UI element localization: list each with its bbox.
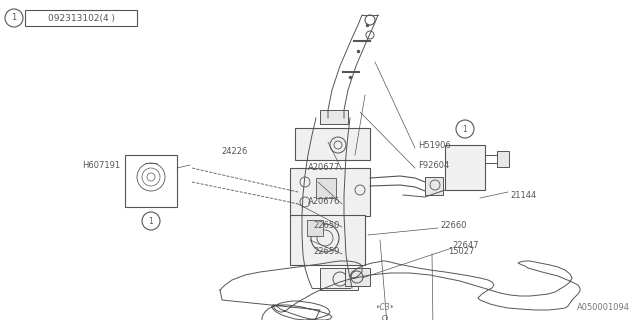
Text: H607191: H607191: [82, 161, 120, 170]
Text: A050001094: A050001094: [577, 303, 630, 312]
Bar: [445, 145, 485, 190]
Text: 092313102(4 ): 092313102(4 ): [47, 13, 115, 22]
Bar: [316, 178, 336, 198]
Bar: [25, 10, 137, 26]
Text: 15027: 15027: [448, 247, 474, 257]
Text: 22659: 22659: [314, 247, 340, 257]
Text: 22660: 22660: [440, 220, 467, 229]
Text: F92604: F92604: [418, 161, 449, 170]
Text: 1: 1: [463, 124, 467, 133]
Bar: [295, 128, 370, 160]
Bar: [125, 155, 177, 207]
Bar: [320, 268, 358, 290]
Bar: [307, 220, 323, 236]
Text: H51906: H51906: [418, 140, 451, 149]
Bar: [345, 268, 370, 286]
Bar: [425, 177, 443, 195]
Text: 22650: 22650: [314, 220, 340, 229]
Text: ‣C3‣: ‣C3‣: [376, 303, 395, 313]
Text: A20677: A20677: [308, 164, 340, 172]
Bar: [497, 151, 509, 167]
Text: 1: 1: [148, 217, 154, 226]
Text: A20676: A20676: [308, 197, 340, 206]
Bar: [290, 168, 370, 216]
Bar: [320, 110, 348, 124]
Bar: [290, 215, 365, 265]
Text: 21144: 21144: [510, 190, 536, 199]
Text: 24226: 24226: [221, 148, 248, 156]
Text: 22647: 22647: [452, 241, 479, 250]
Text: 1: 1: [12, 13, 17, 22]
